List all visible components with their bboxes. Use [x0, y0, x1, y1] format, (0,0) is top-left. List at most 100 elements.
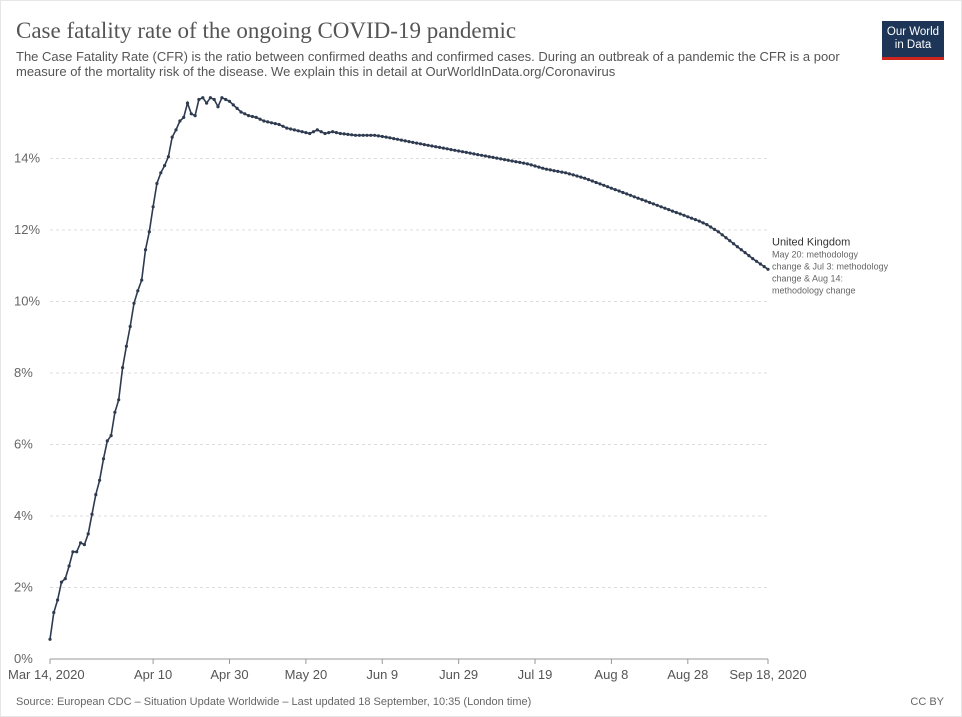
data-point[interactable] [277, 122, 281, 127]
data-point[interactable] [613, 188, 617, 192]
data-point[interactable] [334, 131, 338, 135]
license-note[interactable]: CC BY [910, 696, 944, 708]
data-point[interactable] [59, 580, 64, 584]
data-point[interactable] [487, 155, 491, 159]
data-point[interactable] [124, 344, 128, 348]
data-point[interactable] [632, 195, 636, 199]
data-point[interactable] [640, 198, 644, 202]
data-point[interactable] [690, 216, 694, 220]
data-point[interactable] [667, 208, 671, 212]
data-point[interactable] [319, 130, 323, 134]
data-point[interactable] [438, 145, 442, 149]
data-point[interactable] [98, 478, 102, 482]
data-point[interactable] [109, 434, 113, 438]
data-point[interactable] [48, 637, 52, 641]
data-point[interactable] [583, 176, 587, 180]
data-point[interactable] [476, 153, 480, 157]
data-point[interactable] [522, 161, 526, 165]
data-point[interactable] [415, 141, 419, 145]
data-point[interactable] [460, 150, 465, 154]
data-point[interactable] [304, 131, 308, 135]
data-point[interactable] [121, 366, 125, 370]
data-point[interactable] [659, 205, 663, 209]
data-point[interactable] [143, 248, 148, 252]
data-point[interactable] [491, 155, 495, 159]
data-point[interactable] [602, 183, 606, 187]
data-point[interactable] [342, 132, 346, 136]
data-point[interactable] [598, 182, 602, 186]
data-point[interactable] [732, 242, 736, 246]
data-point[interactable] [361, 133, 365, 137]
data-point[interactable] [590, 179, 594, 183]
data-point[interactable] [716, 230, 721, 234]
data-point[interactable] [541, 166, 545, 170]
data-point[interactable] [269, 121, 274, 125]
data-point[interactable] [453, 148, 457, 152]
data-point[interactable] [376, 134, 380, 138]
data-point[interactable] [434, 145, 438, 149]
data-point[interactable] [552, 169, 556, 173]
data-point[interactable] [560, 170, 564, 174]
data-point[interactable] [247, 114, 251, 118]
data-point[interactable] [606, 185, 610, 189]
data-point[interactable] [483, 154, 487, 158]
data-point[interactable] [564, 171, 568, 175]
data-point[interactable] [338, 131, 342, 136]
data-point[interactable] [113, 410, 117, 414]
data-point[interactable] [132, 301, 136, 305]
data-point[interactable] [52, 610, 56, 615]
data-point[interactable] [289, 127, 293, 131]
data-point[interactable] [529, 163, 533, 167]
data-point[interactable] [709, 225, 713, 229]
data-point[interactable] [724, 236, 728, 240]
data-point[interactable] [254, 115, 258, 119]
data-point[interactable] [117, 398, 121, 402]
data-point[interactable] [686, 215, 690, 219]
data-point[interactable] [682, 213, 686, 217]
data-point[interactable] [663, 206, 667, 210]
data-point[interactable] [212, 97, 216, 102]
data-point[interactable] [227, 99, 232, 103]
data-point[interactable] [411, 140, 415, 144]
data-point[interactable] [426, 143, 430, 147]
data-point[interactable] [670, 209, 675, 213]
data-point[interactable] [548, 168, 552, 172]
data-point[interactable] [75, 550, 79, 554]
data-point[interactable] [308, 131, 312, 136]
data-point[interactable] [636, 196, 640, 200]
data-point[interactable] [499, 157, 503, 161]
data-point[interactable] [495, 156, 499, 160]
data-point[interactable] [243, 112, 247, 116]
data-point[interactable] [170, 135, 174, 139]
data-point[interactable] [712, 227, 717, 231]
data-point[interactable] [758, 262, 763, 266]
data-point[interactable] [166, 155, 170, 159]
data-point[interactable] [525, 162, 530, 166]
data-point[interactable] [392, 137, 396, 141]
data-point[interactable] [449, 148, 453, 152]
data-point[interactable] [353, 133, 358, 137]
data-point[interactable] [224, 97, 228, 102]
data-point[interactable] [185, 101, 190, 105]
data-point[interactable] [575, 174, 579, 178]
data-point[interactable] [395, 137, 400, 141]
data-point[interactable] [174, 128, 178, 132]
data-point[interactable] [94, 493, 98, 497]
data-point[interactable] [155, 181, 159, 186]
data-point[interactable] [292, 128, 296, 132]
data-point[interactable] [82, 543, 86, 547]
data-point[interactable] [544, 167, 549, 171]
data-point[interactable] [648, 200, 652, 205]
data-point[interactable] [457, 149, 461, 153]
data-point[interactable] [331, 130, 335, 134]
data-point[interactable] [323, 131, 327, 136]
data-point[interactable] [502, 158, 507, 162]
data-point[interactable] [380, 134, 384, 139]
data-point[interactable] [751, 257, 755, 261]
data-point[interactable] [182, 115, 186, 119]
data-point[interactable] [189, 112, 193, 116]
data-point[interactable] [506, 158, 510, 162]
data-point[interactable] [67, 564, 71, 568]
data-point[interactable] [518, 160, 522, 164]
data-point[interactable] [510, 159, 514, 163]
